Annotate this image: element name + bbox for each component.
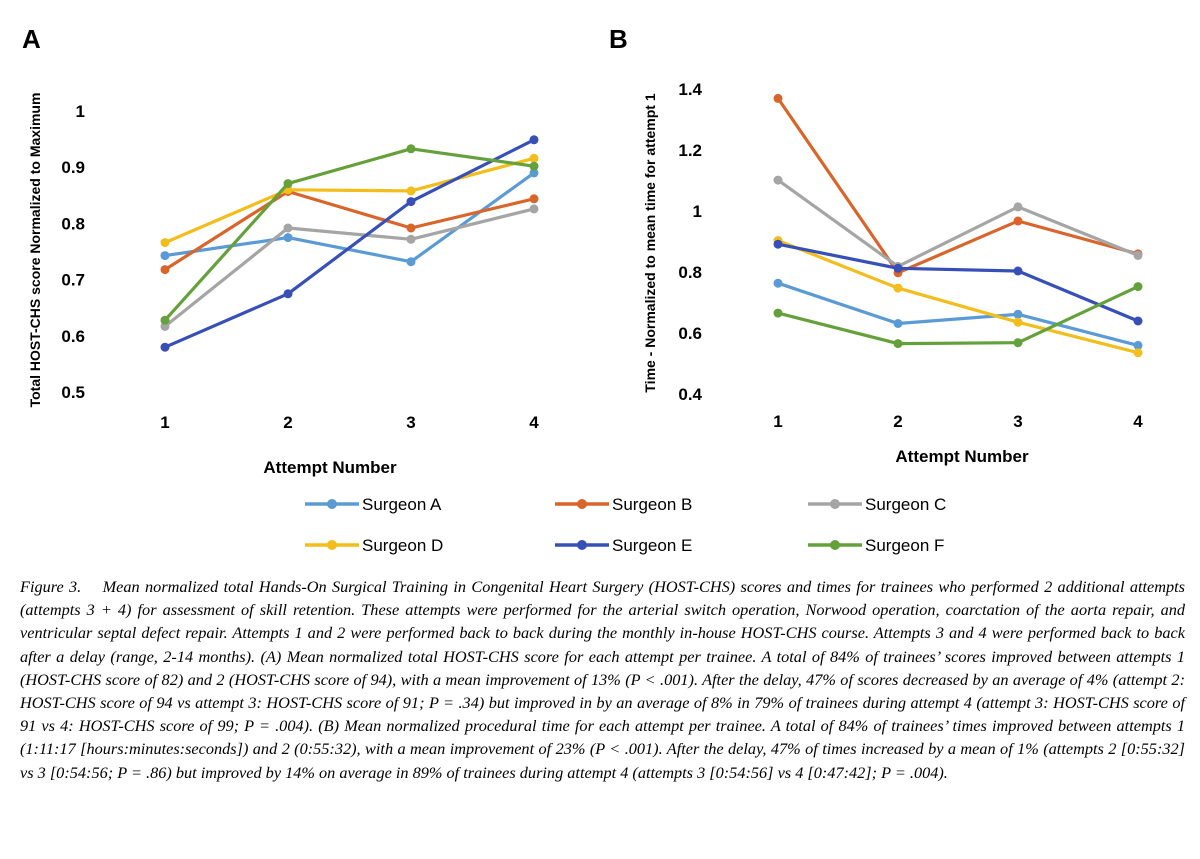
data-point-surgeon-c [773,175,783,185]
data-point-surgeon-e [529,135,539,145]
data-point-surgeon-a [160,251,170,261]
data-point-surgeon-d [529,153,539,163]
legend-marker [577,540,587,550]
caption-lead: Figure 3. [20,577,82,596]
data-point-surgeon-f [406,144,416,154]
y-tick-label: 1.2 [678,141,702,160]
x-tick-label: 2 [283,413,292,432]
x-tick-label: 2 [893,412,902,431]
data-point-surgeon-a [773,278,783,288]
data-point-surgeon-f [529,161,539,171]
legend-marker [327,499,337,509]
data-point-surgeon-b [773,93,783,103]
y-tick-label: 1 [76,102,85,121]
data-point-surgeon-c [1133,250,1143,260]
data-point-surgeon-e [773,239,783,249]
figure: A B 0.5 0.6 0.7 0.8 0.9 1 1 2 3 4 Total HOST-CHS s… [22,24,1143,555]
legend-label: Surgeon B [612,495,692,514]
data-point-surgeon-a [529,168,539,178]
x-tick-label: 1 [160,413,169,432]
data-point-surgeon-c [529,204,539,214]
legend-label: Surgeon C [865,495,946,514]
x-axis-label: Attempt Number [895,447,1029,466]
series-line-surgeon-a [777,281,1139,347]
data-point-surgeon-c [406,234,416,244]
data-point-surgeon-f [160,315,170,325]
x-tick-label: 3 [406,413,415,432]
legend-marker [577,499,587,509]
data-point-surgeon-f [1013,338,1023,348]
data-point-surgeon-d [893,283,903,293]
y-tick-label: 0.8 [61,214,85,233]
data-point-surgeon-a [893,319,903,328]
y-tick-label: 0.5 [61,383,85,402]
legend-marker [830,540,840,550]
y-tick-label: 0.7 [61,271,85,290]
figure-caption: Figure 3. Mean normalized total Hands-On… [20,575,1185,784]
x-tick-label: 4 [529,413,539,432]
chart-panel-b: 0.4 0.6 0.8 1 1.2 1.4 1 2 3 4 Time - Normalized to… [642,80,1143,466]
data-point-surgeon-f [893,339,903,349]
series-line-surgeon-e [164,138,535,349]
y-tick-label: 0.4 [678,385,702,404]
legend-marker [327,540,337,550]
legend: Surgeon A Surgeon B Surgeon C Surgeon D Surg… [305,495,946,555]
data-point-surgeon-d [1133,348,1143,358]
data-point-surgeon-d [160,238,170,248]
x-tick-label: 3 [1013,412,1022,431]
series-line-surgeon-d [777,239,1139,355]
data-point-surgeon-e [1133,316,1143,326]
panel-b-letter: B [609,24,628,54]
data-point-surgeon-c [160,321,170,331]
data-point-surgeon-e [1013,266,1023,276]
series-line-surgeon-d [164,156,535,245]
series-line-surgeon-e [777,242,1139,323]
x-tick-label: 1 [773,412,782,431]
legend-marker [830,499,840,509]
legend-label: Surgeon A [362,495,442,514]
data-point-surgeon-c [1013,202,1023,212]
chart-panel-a: 0.5 0.6 0.7 0.8 0.9 1 1 2 3 4 Total HOST-CHS score… [27,93,539,477]
legend-label: Surgeon D [362,536,443,555]
x-tick-label: 4 [1133,412,1143,431]
data-point-surgeon-a [283,233,293,243]
data-point-surgeon-e [160,342,170,352]
y-tick-label: 0.6 [678,324,702,343]
data-point-surgeon-d [406,186,416,196]
y-tick-label: 1.4 [678,80,702,99]
caption-text: Mean normalized total Hands-On Surgical … [20,577,1186,782]
data-point-surgeon-e [406,197,416,207]
data-point-surgeon-b [406,223,416,233]
data-point-surgeon-c [283,223,293,233]
legend-label: Surgeon F [865,536,944,555]
data-point-surgeon-f [1133,282,1143,292]
data-point-surgeon-a [406,257,416,267]
data-point-surgeon-e [893,263,903,273]
x-axis-label: Attempt Number [263,458,397,477]
data-point-surgeon-d [1013,317,1023,327]
panel-a-letter: A [22,24,41,54]
y-tick-label: 1 [693,202,702,221]
data-point-surgeon-f [773,308,783,318]
y-tick-label: 0.8 [678,263,702,282]
data-point-surgeon-e [283,289,293,299]
series-line-surgeon-c [777,178,1139,268]
data-point-surgeon-b [1013,216,1023,226]
series-line-surgeon-f [163,147,535,322]
data-point-surgeon-f [283,179,293,189]
data-point-surgeon-b [529,194,539,204]
data-point-surgeon-a [1013,309,1023,319]
y-axis-label: Total HOST-CHS score Normalized to Maxim… [27,93,43,408]
y-tick-label: 0.6 [61,327,85,346]
series-line-surgeon-c [164,207,535,328]
legend-label: Surgeon E [612,536,692,555]
series-line-surgeon-b [776,97,1139,275]
data-point-surgeon-a [1133,340,1143,350]
series-line-surgeon-b [164,189,535,271]
y-axis-label: Time - Normalized to mean time for attem… [642,93,658,392]
data-point-surgeon-b [160,265,170,275]
y-tick-label: 0.9 [61,158,85,177]
series-line-surgeon-f [777,285,1139,346]
